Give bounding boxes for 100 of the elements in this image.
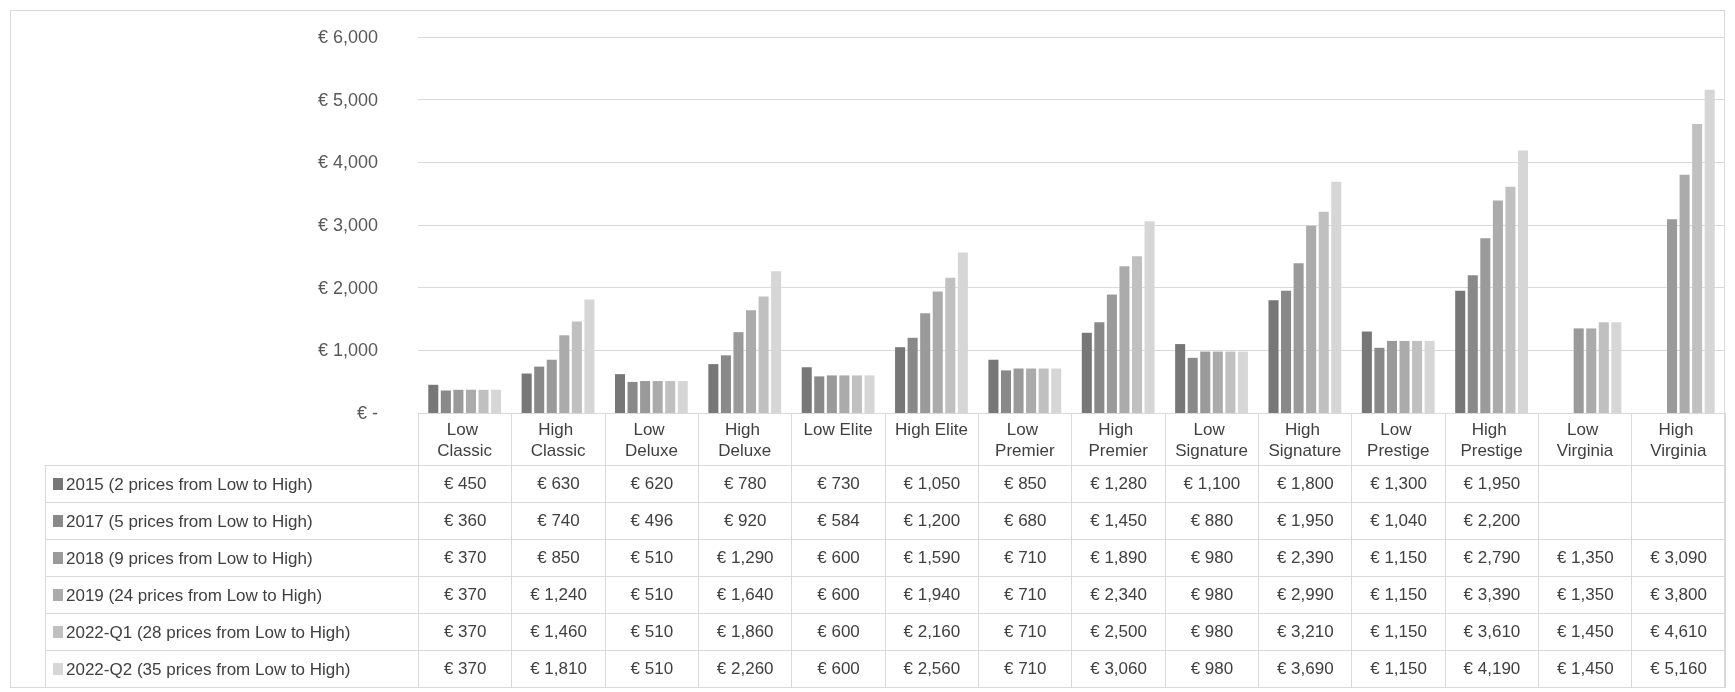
bar — [1268, 300, 1279, 413]
data-label: € 980 — [1165, 650, 1259, 688]
bar — [826, 375, 837, 413]
data-label: € 2,260 — [698, 650, 792, 688]
data-label: € 3,610 — [1445, 613, 1539, 651]
data-label: € 1,800 — [1258, 465, 1352, 503]
bar — [521, 373, 532, 413]
data-label: € 620 — [605, 465, 699, 503]
bar — [1306, 225, 1317, 413]
bar — [546, 359, 557, 413]
bar — [665, 381, 676, 413]
data-label: € 1,150 — [1351, 650, 1446, 688]
bar — [1026, 368, 1037, 413]
x-tick-label: Low Premier — [995, 420, 1055, 460]
bar — [1281, 290, 1292, 413]
data-label: € 3,090 — [1631, 539, 1726, 577]
bar — [895, 347, 906, 413]
legend-label: 2019 (24 prices from Low to High) — [66, 585, 323, 605]
bar — [1412, 340, 1423, 413]
data-label: € 630 — [511, 465, 606, 503]
data-label: € 1,300 — [1351, 465, 1446, 503]
bar — [1480, 238, 1491, 413]
y-tick-label: € 5,000 — [317, 89, 378, 110]
data-label: € 1,810 — [511, 650, 606, 688]
bar — [907, 337, 918, 413]
x-tick-label: Low Deluxe — [624, 420, 678, 460]
bar — [746, 310, 757, 413]
data-label: € 2,790 — [1445, 539, 1539, 577]
bar — [1374, 347, 1385, 413]
bar — [1038, 368, 1049, 413]
bar — [1187, 357, 1198, 413]
data-label: € 600 — [791, 613, 886, 651]
data-label: € 2,990 — [1258, 576, 1352, 614]
data-label: € 980 — [1165, 576, 1259, 614]
data-label: € 1,950 — [1445, 465, 1539, 503]
bar — [1318, 211, 1329, 413]
bar — [1573, 328, 1584, 413]
bar — [864, 375, 875, 413]
bar — [440, 390, 451, 413]
bar — [851, 375, 862, 413]
data-label: € 1,150 — [1351, 576, 1446, 614]
bar — [1361, 331, 1372, 413]
bar — [1051, 368, 1062, 413]
bar — [1200, 351, 1211, 413]
bar — [677, 381, 688, 413]
data-label: € 710 — [978, 539, 1072, 577]
data-label: € 3,690 — [1258, 650, 1352, 688]
data-label: € 3,210 — [1258, 613, 1352, 651]
data-label: € 370 — [418, 613, 512, 651]
data-label: € 1,200 — [885, 502, 979, 540]
data-label: € 1,590 — [885, 539, 979, 577]
data-label: € 710 — [978, 576, 1072, 614]
data-label: € 1,350 — [1538, 539, 1632, 577]
bar — [1492, 200, 1503, 413]
data-label: € 780 — [698, 465, 792, 503]
data-label: € 850 — [978, 465, 1072, 503]
bar — [614, 374, 626, 413]
bar — [1013, 368, 1024, 413]
bar — [534, 366, 545, 413]
data-label: € 1,150 — [1351, 613, 1446, 651]
data-label: € 1,290 — [698, 539, 792, 577]
data-label: € 1,460 — [511, 613, 606, 651]
data-label: € 584 — [791, 502, 886, 540]
data-label: € 510 — [605, 613, 699, 651]
data-label: € 600 — [791, 650, 886, 688]
bar — [1175, 344, 1186, 413]
x-tick-label: High Signature — [1268, 420, 1342, 460]
bar — [559, 335, 570, 413]
data-label: € 2,390 — [1258, 539, 1352, 577]
data-label: € 880 — [1165, 502, 1259, 540]
data-label: € 1,450 — [1538, 650, 1632, 688]
data-label: € 2,160 — [885, 613, 979, 651]
bar — [1119, 266, 1130, 413]
bar — [465, 389, 476, 413]
bar — [1386, 340, 1397, 413]
data-label: € 980 — [1165, 613, 1259, 651]
data-label: € 2,500 — [1071, 613, 1166, 651]
data-label: € 510 — [605, 650, 699, 688]
data-label: € 1,890 — [1071, 539, 1166, 577]
x-tick-label: High Elite — [895, 420, 968, 439]
bar — [1106, 294, 1117, 413]
x-tick-label: Low Signature — [1175, 420, 1248, 460]
bar — [758, 296, 769, 413]
data-label: € 1,240 — [511, 576, 606, 614]
bar — [1212, 351, 1223, 413]
data-label: € 1,640 — [698, 576, 792, 614]
data-label: € 920 — [698, 502, 792, 540]
legend-label: 2022-Q1 (28 prices from Low to High) — [66, 622, 351, 642]
data-label: € 730 — [791, 465, 886, 503]
data-label: € 1,940 — [885, 576, 979, 614]
bar — [428, 384, 439, 413]
data-label: € 2,340 — [1071, 576, 1166, 614]
data-label: € 1,040 — [1351, 502, 1446, 540]
bar — [1598, 322, 1609, 413]
bar — [1225, 351, 1236, 413]
data-label: € 680 — [978, 502, 1072, 540]
y-tick-label: € 1,000 — [317, 340, 378, 361]
data-label: € 2,200 — [1445, 502, 1539, 540]
data-label: € 4,610 — [1631, 613, 1726, 651]
bar — [491, 389, 502, 413]
